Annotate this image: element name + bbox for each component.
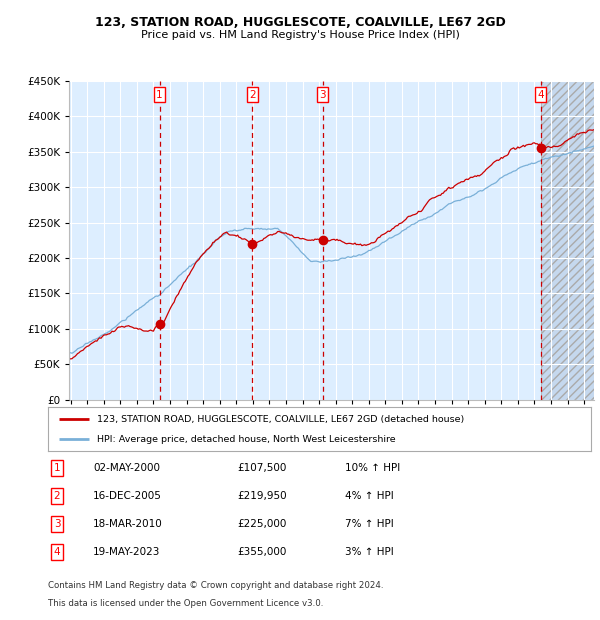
Text: 19-MAY-2023: 19-MAY-2023 [93, 547, 160, 557]
Text: 4: 4 [53, 547, 61, 557]
Text: 10% ↑ HPI: 10% ↑ HPI [345, 463, 400, 473]
Text: Price paid vs. HM Land Registry's House Price Index (HPI): Price paid vs. HM Land Registry's House … [140, 30, 460, 40]
Text: Contains HM Land Registry data © Crown copyright and database right 2024.: Contains HM Land Registry data © Crown c… [48, 581, 383, 590]
Text: This data is licensed under the Open Government Licence v3.0.: This data is licensed under the Open Gov… [48, 598, 323, 608]
Text: 16-DEC-2005: 16-DEC-2005 [93, 491, 162, 501]
Text: 2: 2 [53, 491, 61, 501]
Text: HPI: Average price, detached house, North West Leicestershire: HPI: Average price, detached house, Nort… [97, 435, 395, 444]
Text: 123, STATION ROAD, HUGGLESCOTE, COALVILLE, LE67 2GD (detached house): 123, STATION ROAD, HUGGLESCOTE, COALVILL… [97, 415, 464, 423]
Text: 123, STATION ROAD, HUGGLESCOTE, COALVILLE, LE67 2GD: 123, STATION ROAD, HUGGLESCOTE, COALVILL… [95, 16, 505, 29]
Text: 02-MAY-2000: 02-MAY-2000 [93, 463, 160, 473]
Bar [541, 81, 594, 400]
Text: £225,000: £225,000 [237, 519, 286, 529]
Text: 1: 1 [53, 463, 61, 473]
Text: 4% ↑ HPI: 4% ↑ HPI [345, 491, 394, 501]
Text: £219,950: £219,950 [237, 491, 287, 501]
Text: 4: 4 [538, 90, 544, 100]
Bar [541, 81, 594, 400]
Text: 3: 3 [53, 519, 61, 529]
Text: 3% ↑ HPI: 3% ↑ HPI [345, 547, 394, 557]
Text: 2: 2 [249, 90, 256, 100]
Text: 3: 3 [319, 90, 326, 100]
Text: £107,500: £107,500 [237, 463, 286, 473]
Text: £355,000: £355,000 [237, 547, 286, 557]
Text: 18-MAR-2010: 18-MAR-2010 [93, 519, 163, 529]
Text: 1: 1 [156, 90, 163, 100]
Text: 7% ↑ HPI: 7% ↑ HPI [345, 519, 394, 529]
